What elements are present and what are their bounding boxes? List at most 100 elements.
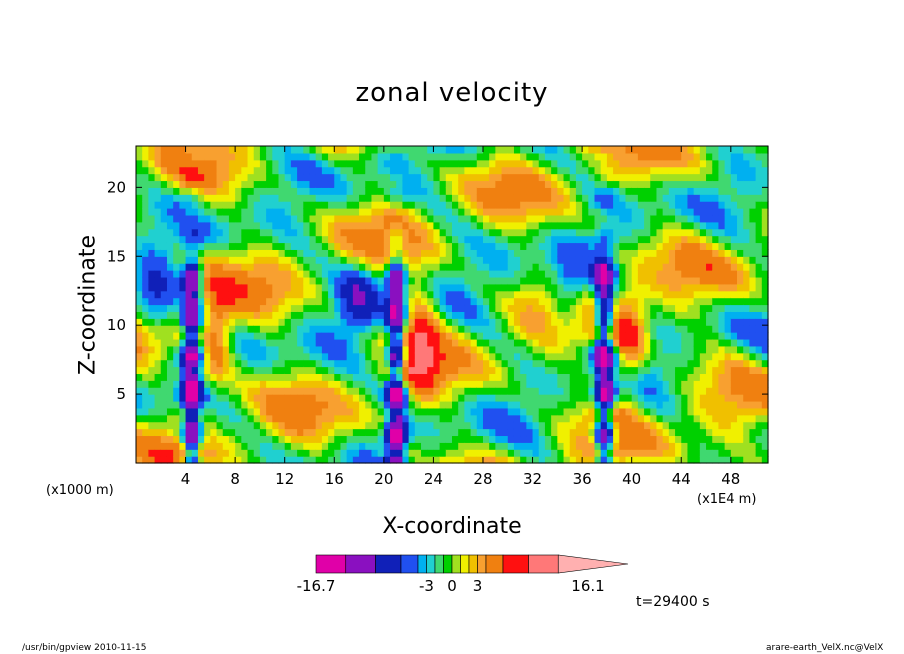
- field-cell: [644, 180, 651, 188]
- field-cell: [352, 352, 360, 361]
- field-cell: [402, 414, 410, 423]
- field-cell: [352, 421, 360, 430]
- field-cell: [668, 297, 676, 306]
- field-cell: [631, 332, 639, 340]
- field-cell: [482, 325, 490, 333]
- field-cell: [383, 146, 391, 154]
- field-cell: [737, 152, 744, 161]
- field-cell: [396, 414, 404, 423]
- field-cell: [136, 387, 143, 395]
- field-cell: [520, 201, 527, 209]
- field-cell: [476, 318, 484, 326]
- field-cell: [445, 194, 453, 202]
- field-cell: [538, 435, 546, 443]
- field-cell: [544, 311, 552, 319]
- field-cell: [421, 208, 428, 216]
- field-cell: [656, 359, 664, 368]
- field-cell: [160, 242, 168, 250]
- field-cell: [749, 187, 757, 195]
- field-cell: [681, 428, 689, 437]
- field-cell: [706, 152, 713, 161]
- field-cell: [365, 380, 373, 388]
- field-cell: [699, 380, 707, 388]
- field-cell: [154, 428, 162, 437]
- field-cell: [297, 201, 304, 209]
- field-cell: [693, 387, 701, 395]
- field-cell: [557, 290, 565, 299]
- field-cell: [235, 249, 242, 257]
- field-cell: [371, 373, 379, 381]
- field-cell: [241, 359, 249, 368]
- field-cell: [427, 359, 435, 368]
- field-cell: [228, 387, 236, 395]
- field-cell: [644, 187, 651, 195]
- field-cell: [359, 270, 366, 278]
- field-cell: [563, 373, 571, 381]
- field-cell: [421, 366, 428, 375]
- field-cell: [235, 373, 242, 381]
- field-cell: [569, 332, 577, 340]
- field-cell: [204, 428, 211, 437]
- field-cell: [662, 166, 670, 175]
- field-cell: [681, 332, 689, 340]
- field-cell: [761, 228, 769, 237]
- field-cell: [513, 201, 521, 209]
- field-cell: [266, 394, 273, 402]
- field-cell: [408, 276, 416, 285]
- field-cell: [737, 228, 744, 237]
- field-cell: [532, 400, 540, 409]
- field-cell: [606, 242, 614, 250]
- field-cell: [526, 166, 534, 175]
- field-cell: [513, 242, 521, 250]
- field-cell: [693, 421, 701, 430]
- field-cell: [544, 435, 552, 443]
- y-tick-label: 20: [107, 178, 126, 196]
- field-cell: [433, 435, 441, 443]
- field-cell: [687, 435, 695, 443]
- field-cell: [377, 352, 385, 361]
- field-cell: [315, 421, 323, 430]
- field-cell: [569, 173, 577, 182]
- field-cell: [359, 435, 366, 443]
- field-cell: [427, 456, 435, 464]
- field-cell: [421, 435, 428, 443]
- field-cell: [284, 180, 292, 188]
- field-cell: [241, 221, 249, 230]
- field-cell: [179, 318, 187, 326]
- field-cell: [297, 283, 304, 292]
- field-cell: [297, 373, 304, 381]
- field-cell: [662, 311, 670, 319]
- field-cell: [309, 428, 317, 437]
- field-cell: [755, 380, 763, 388]
- field-cell: [755, 442, 763, 450]
- field-cell: [693, 366, 701, 375]
- field-cell: [749, 435, 757, 443]
- field-cell: [334, 387, 342, 395]
- field-cell: [160, 276, 168, 285]
- field-cell: [272, 256, 280, 264]
- field-cell: [235, 380, 242, 388]
- field-cell: [390, 159, 397, 168]
- field-cell: [712, 421, 720, 430]
- field-cell: [637, 166, 645, 175]
- field-cell: [272, 421, 280, 430]
- field-cell: [148, 180, 156, 188]
- field-cell: [204, 421, 211, 430]
- field-cell: [706, 228, 713, 237]
- field-cell: [588, 228, 596, 237]
- field-cell: [185, 201, 193, 209]
- field-cell: [606, 387, 614, 395]
- field-cell: [377, 187, 385, 195]
- field-cell: [613, 194, 620, 202]
- field-cell: [433, 146, 441, 154]
- field-cell: [340, 345, 348, 354]
- field-cell: [259, 394, 267, 402]
- field-cell: [247, 449, 255, 457]
- field-cell: [266, 449, 273, 457]
- field-cell: [724, 297, 732, 306]
- field-cell: [588, 311, 596, 319]
- field-cell: [755, 421, 763, 430]
- field-cell: [476, 366, 484, 375]
- field-cell: [284, 318, 292, 326]
- field-cell: [495, 235, 503, 244]
